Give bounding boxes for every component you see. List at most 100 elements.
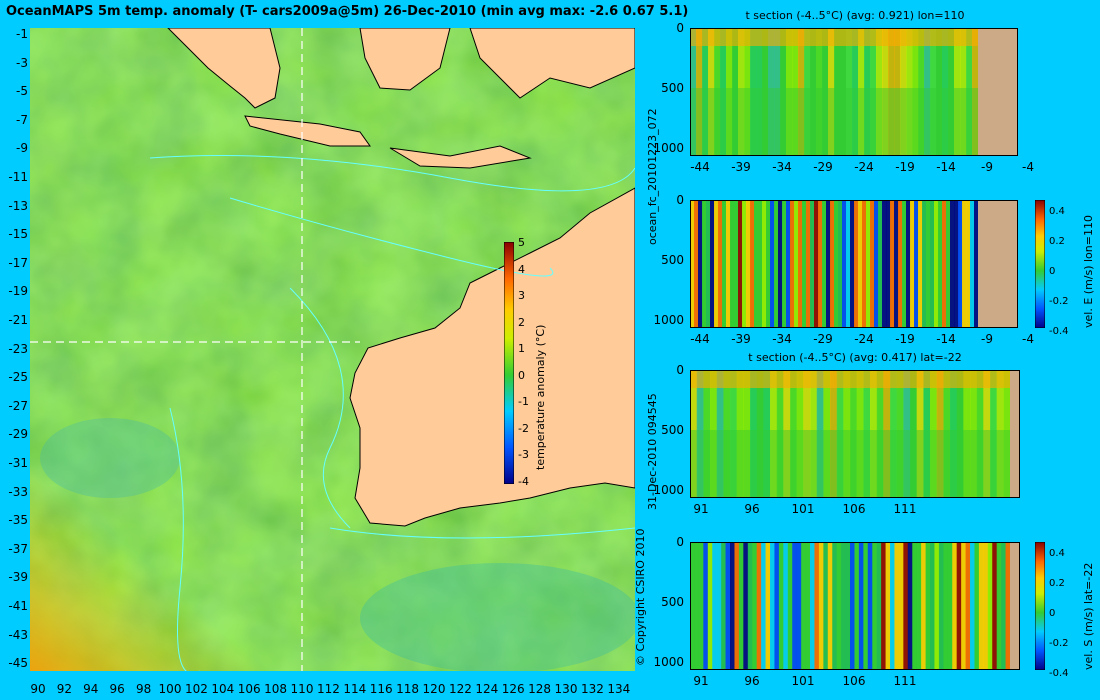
section-plot-4 [690, 542, 1020, 670]
map-lat-label: -43 [8, 627, 28, 642]
map-lat-label: -1 [16, 27, 28, 41]
map-colorbar-tick: 2 [518, 315, 525, 329]
map-lat-label: -5 [16, 84, 28, 99]
map-lat-label: -29 [8, 427, 28, 442]
section-x-label: -24 [854, 160, 874, 174]
section-colorbar-tick: 0.4 [1049, 206, 1065, 217]
map-colorbar [504, 242, 514, 484]
map-colorbar-tick: -3 [518, 448, 529, 461]
map-lat-label: -27 [8, 398, 28, 413]
section-x-label: 96 [744, 502, 760, 516]
section-x-label: 106 [842, 674, 866, 688]
map-lon-label: 124 [475, 682, 499, 696]
map-lon-label: 102 [184, 682, 208, 696]
section-title: t section (-4..5°C) (avg: 0.417) lat=-22 [748, 351, 962, 364]
section-colorbar-tick: 0.4 [1049, 548, 1065, 559]
map-lat-label: -35 [8, 513, 28, 528]
map-lon-label: 100 [158, 682, 182, 696]
section-depth-label: 1000 [653, 313, 684, 327]
map-lon-label: 132 [580, 682, 604, 696]
section-plot-2 [690, 200, 1018, 328]
section-colorbar-label: vel. S (m/s) lat=-22 [1082, 562, 1095, 670]
section-depth-label: 0 [676, 21, 684, 35]
map-lat-label: -45 [8, 656, 28, 671]
land-java [167, 28, 281, 109]
section-depth-label: 500 [661, 423, 684, 437]
section-depth-label: 500 [661, 81, 684, 95]
section-x-label: -44 [690, 160, 710, 174]
map-lat-label: -13 [8, 198, 28, 213]
section-depth-label: 0 [676, 535, 684, 549]
section-colorbar-tick: -0.4 [1049, 326, 1069, 337]
section-x-label: -9 [981, 332, 993, 346]
map-lon-label: 98 [135, 682, 152, 696]
map-lon-label: 106 [237, 682, 261, 696]
map-lat-label: -19 [8, 284, 28, 299]
map-lat-label: -31 [8, 456, 28, 470]
section-x-label: -14 [936, 160, 956, 174]
map-lon-label: 134 [607, 682, 631, 696]
section-colorbar [1035, 200, 1045, 328]
section-colorbar-tick: 0.2 [1049, 236, 1065, 247]
map-lon-label: 108 [264, 682, 288, 696]
section-x-label: -39 [731, 160, 751, 174]
map-colorbar-tick: -2 [518, 421, 529, 435]
section-plot-3 [690, 370, 1020, 498]
map-lat-label: -3 [16, 55, 28, 70]
map-lat-label: -39 [8, 570, 28, 585]
map-lon-label: 130 [554, 682, 578, 696]
map-lon-label: 92 [56, 682, 73, 696]
map-lat-label: -7 [16, 112, 28, 127]
figure-title: OceanMAPS 5m temp. anomaly (T- cars2009a… [6, 4, 689, 19]
map-colorbar-tick: 1 [518, 342, 525, 355]
map-colorbar-tick: -1 [518, 395, 529, 408]
map-lat-label: -15 [8, 227, 28, 242]
section-depth-label: 1000 [653, 655, 684, 669]
map-lon-label: 94 [83, 682, 99, 696]
section-colorbar [1035, 542, 1045, 670]
section-x-label: -29 [813, 160, 833, 174]
map-lat-label: -37 [8, 541, 28, 556]
section-colorbar-tick: 0 [1049, 608, 1056, 619]
land-borneo [359, 28, 451, 91]
map-colorbar-tick: 5 [518, 236, 525, 249]
map-colorbar-label: temperature anomaly (°C) [534, 324, 547, 470]
section-x-label: 96 [744, 674, 760, 688]
section-x-label: 111 [893, 674, 917, 688]
section-depth-label: 0 [676, 363, 684, 377]
section-x-label: 111 [893, 502, 917, 516]
forecast-id-text: ocean_fc_20101223_072 [646, 108, 659, 245]
section-x-label: -39 [731, 332, 751, 346]
map-lat-label: -17 [8, 255, 28, 270]
section-x-label: -24 [854, 332, 874, 346]
map-lon-label: 104 [211, 682, 235, 696]
section-colorbar-tick: 0 [1049, 266, 1056, 277]
map-lat-label: -9 [16, 141, 28, 156]
section-colorbar-tick: -0.2 [1049, 638, 1069, 649]
section-x-label: 101 [791, 502, 815, 516]
section-colorbar-label: vel. E (m/s) lon=110 [1082, 215, 1095, 328]
map-lon-label: 96 [109, 682, 125, 696]
section-x-label: -4 [1022, 160, 1034, 174]
map-lat-label: -33 [8, 484, 28, 499]
map-colorbar-tick: 0 [518, 368, 525, 382]
map-lon-label: 118 [396, 682, 420, 696]
section-x-label: -34 [772, 160, 792, 174]
map-lon-label: 128 [528, 682, 552, 696]
section-x-label: -29 [813, 332, 833, 346]
section-x-label: -34 [772, 332, 792, 346]
section-x-label: -19 [895, 332, 915, 346]
section-x-label: -44 [690, 332, 710, 346]
section-x-label: -4 [1022, 332, 1034, 346]
section-depth-label: 1000 [653, 141, 684, 155]
section-x-label: 106 [842, 502, 866, 516]
map-lon-label: 120 [422, 682, 446, 696]
section-x-label: 91 [693, 674, 709, 688]
section-x-label: -9 [981, 160, 993, 174]
section-x-label: -19 [895, 160, 915, 174]
section-depth-label: 1000 [653, 483, 684, 497]
land-sulawesi [469, 28, 635, 99]
land-islands [389, 145, 532, 169]
section-depth-label: 500 [661, 253, 684, 267]
map-lat-label: -11 [8, 170, 28, 184]
